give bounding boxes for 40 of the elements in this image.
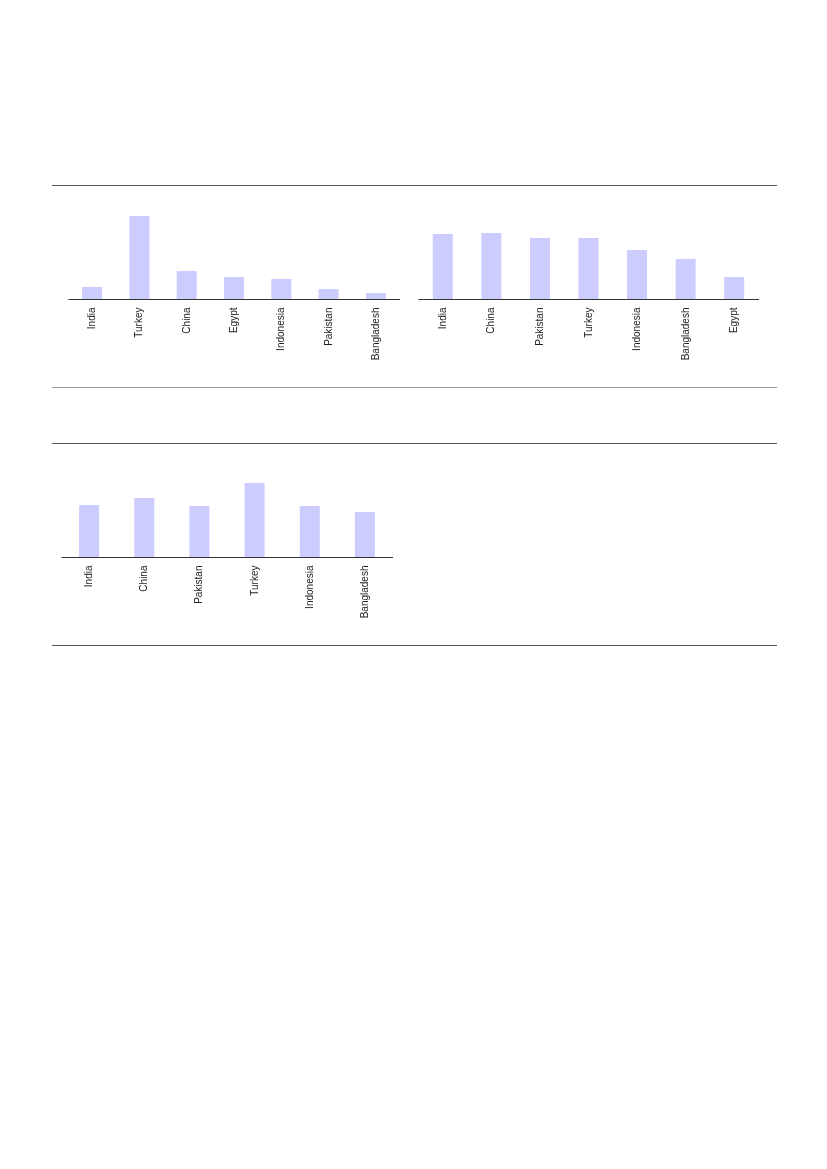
x-tick-label: China bbox=[180, 307, 192, 334]
x-tick-label: Bangladesh bbox=[369, 307, 381, 361]
bar bbox=[432, 233, 453, 299]
bar bbox=[481, 233, 502, 299]
bar bbox=[365, 293, 386, 299]
x-tick-label: India bbox=[86, 307, 98, 330]
bar bbox=[354, 512, 375, 557]
bar bbox=[318, 289, 339, 299]
x-tick-label: Pakistan bbox=[193, 565, 205, 604]
bar bbox=[134, 498, 155, 557]
x-tick-label: India bbox=[83, 565, 95, 588]
bar bbox=[176, 271, 197, 299]
x-tick-label: Turkey bbox=[133, 307, 145, 338]
bar bbox=[189, 506, 210, 557]
x-tick-label: Bangladesh bbox=[358, 565, 370, 619]
x-tick-label: Egypt bbox=[228, 307, 239, 334]
bar bbox=[675, 259, 696, 299]
x-tick-label: Bangladesh bbox=[679, 307, 691, 361]
x-tick-label: China bbox=[138, 565, 150, 592]
x-tick-label: Indonesia bbox=[275, 307, 287, 351]
bar bbox=[299, 506, 320, 557]
bar bbox=[529, 238, 550, 299]
bar bbox=[224, 277, 244, 299]
x-tick-label: Pakistan bbox=[322, 307, 334, 346]
x-tick-label: Pakistan bbox=[533, 307, 545, 346]
x-tick-label: China bbox=[485, 307, 497, 334]
x-tick-label: Egypt bbox=[728, 307, 740, 334]
bar bbox=[724, 277, 745, 299]
bar bbox=[271, 279, 292, 299]
bar bbox=[129, 216, 150, 299]
x-tick-label: India bbox=[436, 307, 448, 330]
bar bbox=[627, 250, 648, 299]
bar bbox=[82, 286, 103, 299]
x-tick-label: Turkey bbox=[248, 565, 260, 596]
bar bbox=[578, 238, 599, 299]
bar bbox=[244, 483, 265, 557]
bar bbox=[79, 504, 100, 557]
x-tick-label: Indonesia bbox=[303, 565, 315, 609]
x-tick-label: Turkey bbox=[582, 307, 594, 338]
x-tick-label: Indonesia bbox=[631, 307, 643, 351]
